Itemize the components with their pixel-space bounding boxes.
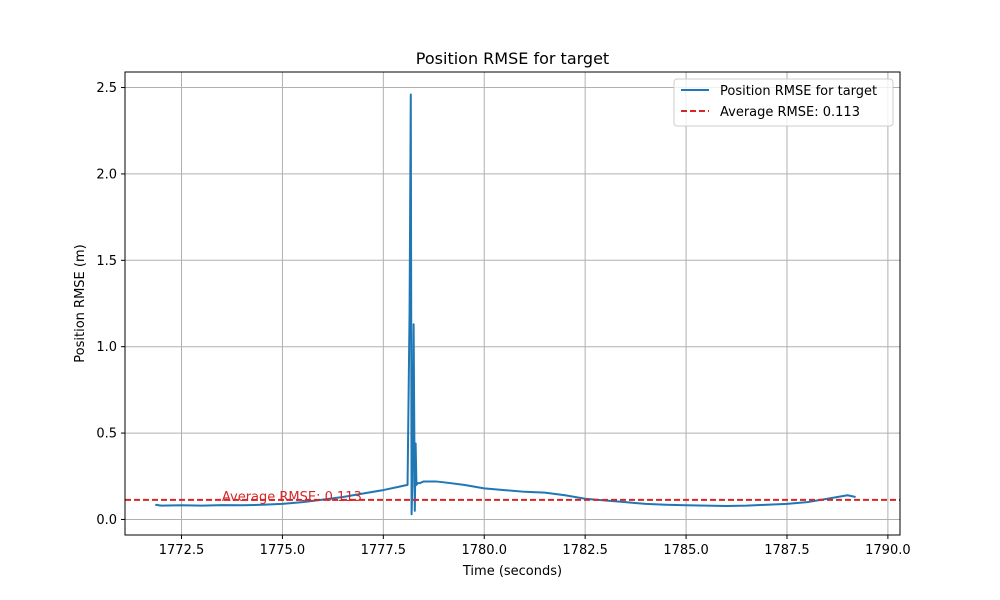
legend: Position RMSE for target Average RMSE: 0… [673, 78, 894, 127]
x-tick-label: 1785.0 [663, 543, 709, 558]
y-tick-label: 2.0 [96, 167, 117, 182]
tick-layer: 1772.5 1775.0 1777.5 1780.0 1782.5 1785.0 1787… [96, 81, 910, 558]
y-tick-label: 0.5 [96, 427, 117, 442]
plot-frame [124, 71, 901, 536]
x-axis-label: Time (seconds) [462, 564, 562, 579]
x-tick-label: 1780.0 [461, 543, 507, 558]
x-tick-label: 1790.0 [865, 543, 911, 558]
x-tick-label: 1777.5 [361, 543, 407, 558]
y-axis-label: Position RMSE (m) [73, 244, 88, 362]
chart-title: Position RMSE for target [416, 49, 609, 68]
data-layer [125, 93, 900, 516]
x-tick-label: 1782.5 [562, 543, 608, 558]
grid-layer [125, 72, 900, 535]
x-tick-label: 1772.5 [159, 543, 205, 558]
rmse-series-line [155, 93, 856, 516]
average-rmse-annotation: Average RMSE: 0.113 [222, 490, 362, 505]
legend-label-rmse: Position RMSE for target [720, 84, 877, 99]
y-tick-label: 1.0 [96, 340, 117, 355]
x-tick-label: 1775.0 [260, 543, 306, 558]
y-tick-label: 0.0 [96, 513, 117, 528]
y-tick-label: 1.5 [96, 254, 117, 269]
legend-label-average: Average RMSE: 0.113 [720, 105, 860, 120]
y-tick-label: 2.5 [96, 81, 117, 96]
x-tick-label: 1787.5 [764, 543, 810, 558]
legend-box [673, 78, 894, 127]
